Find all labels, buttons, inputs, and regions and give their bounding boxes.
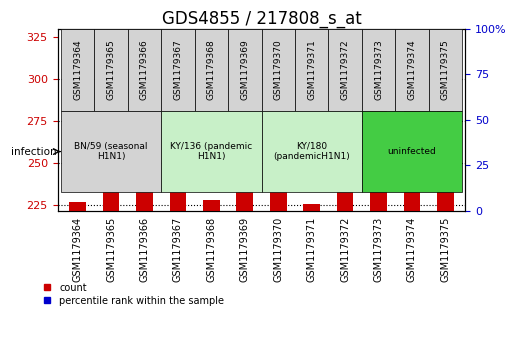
Text: BN/59 (seasonal
H1N1): BN/59 (seasonal H1N1) [74, 142, 148, 161]
Bar [429, 29, 462, 111]
Bar [362, 111, 462, 192]
Bar [61, 111, 161, 192]
Point [241, 62, 249, 68]
Text: GSM1179375: GSM1179375 [441, 40, 450, 100]
Text: GSM1179372: GSM1179372 [340, 40, 349, 100]
Title: GDS4855 / 217808_s_at: GDS4855 / 217808_s_at [162, 10, 361, 28]
Bar [437, 95, 454, 211]
Text: GSM1179367: GSM1179367 [174, 40, 183, 100]
Text: GSM1179373: GSM1179373 [374, 40, 383, 100]
Bar [128, 29, 161, 111]
Text: KY/180
(pandemicH1N1): KY/180 (pandemicH1N1) [274, 142, 350, 161]
Bar [228, 29, 262, 111]
Point [140, 62, 149, 68]
Text: KY/136 (pandemic
H1N1): KY/136 (pandemic H1N1) [170, 142, 253, 161]
Text: GSM1179364: GSM1179364 [73, 40, 82, 100]
Point [174, 64, 182, 70]
Bar [262, 111, 362, 192]
Bar [328, 29, 362, 111]
Bar [169, 145, 186, 211]
Bar [295, 29, 328, 111]
Bar [303, 204, 320, 211]
Bar [203, 200, 220, 211]
Bar [236, 140, 253, 211]
Text: GSM1179374: GSM1179374 [407, 40, 416, 100]
Text: GSM1179366: GSM1179366 [140, 40, 149, 100]
Point [107, 62, 115, 68]
Bar [61, 29, 94, 111]
Bar [262, 29, 295, 111]
Text: infection: infection [11, 147, 57, 156]
Bar [195, 29, 228, 111]
Bar [161, 111, 262, 192]
Text: GSM1179370: GSM1179370 [274, 40, 283, 100]
Bar [270, 184, 287, 211]
Text: GSM1179371: GSM1179371 [307, 40, 316, 100]
Text: uninfected: uninfected [388, 147, 436, 156]
Text: GSM1179369: GSM1179369 [240, 40, 249, 100]
Point [308, 70, 316, 76]
Point [441, 62, 450, 68]
Point [408, 62, 416, 68]
Bar [370, 49, 387, 211]
Point [207, 64, 215, 70]
Text: GSM1179365: GSM1179365 [107, 40, 116, 100]
Point [341, 64, 349, 70]
Bar [337, 143, 354, 211]
Bar [404, 76, 420, 211]
Point [73, 72, 82, 77]
Bar [362, 29, 395, 111]
Text: GSM1179368: GSM1179368 [207, 40, 216, 100]
Legend: count, percentile rank within the sample: count, percentile rank within the sample [42, 282, 224, 306]
Point [374, 62, 383, 68]
Point [274, 64, 282, 70]
Bar [103, 140, 119, 211]
Bar [136, 140, 153, 211]
Bar [161, 29, 195, 111]
Bar [94, 29, 128, 111]
Bar [69, 202, 86, 211]
Bar [395, 29, 429, 111]
